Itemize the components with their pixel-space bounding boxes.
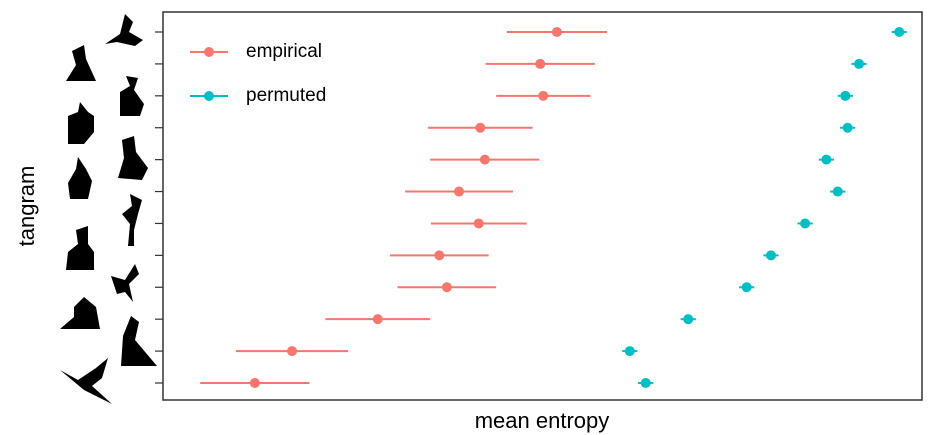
tangram-icon — [60, 297, 100, 329]
point — [475, 122, 486, 133]
plot-frame — [162, 11, 923, 401]
tangram-icon — [66, 226, 94, 270]
tangram-icon — [68, 157, 92, 199]
point — [287, 346, 298, 357]
point — [479, 154, 490, 165]
point — [741, 282, 752, 293]
point — [840, 90, 851, 101]
point — [441, 282, 452, 293]
tangram-icon — [105, 14, 143, 46]
point — [832, 186, 843, 197]
point — [683, 314, 694, 325]
point — [434, 250, 445, 261]
point — [624, 346, 635, 357]
point — [551, 27, 562, 37]
tangram-icon — [60, 358, 112, 404]
point — [765, 250, 776, 261]
point — [249, 378, 260, 388]
legend-label: empirical — [246, 41, 322, 62]
legend-marker — [204, 47, 214, 57]
point — [854, 58, 865, 69]
point — [454, 186, 465, 197]
y-axis-label: tangram — [14, 166, 39, 247]
tangram-icon — [122, 194, 142, 246]
tangram-icon — [66, 45, 96, 81]
legend-marker — [204, 91, 214, 101]
tangram-icon — [118, 136, 148, 180]
point — [535, 58, 546, 69]
point — [800, 218, 811, 229]
tangram-icons — [60, 14, 157, 404]
point — [473, 218, 484, 229]
point — [640, 378, 651, 388]
point — [538, 90, 549, 101]
tangram-icon — [121, 316, 157, 366]
tangram-icon — [68, 102, 94, 144]
point — [842, 122, 853, 133]
point — [894, 27, 905, 37]
point — [821, 154, 832, 165]
tangram-icon — [120, 76, 144, 116]
point — [372, 314, 383, 325]
tangram-icon — [111, 264, 139, 302]
x-axis-label: mean entropy — [475, 408, 610, 433]
legend-label: permuted — [246, 85, 326, 106]
